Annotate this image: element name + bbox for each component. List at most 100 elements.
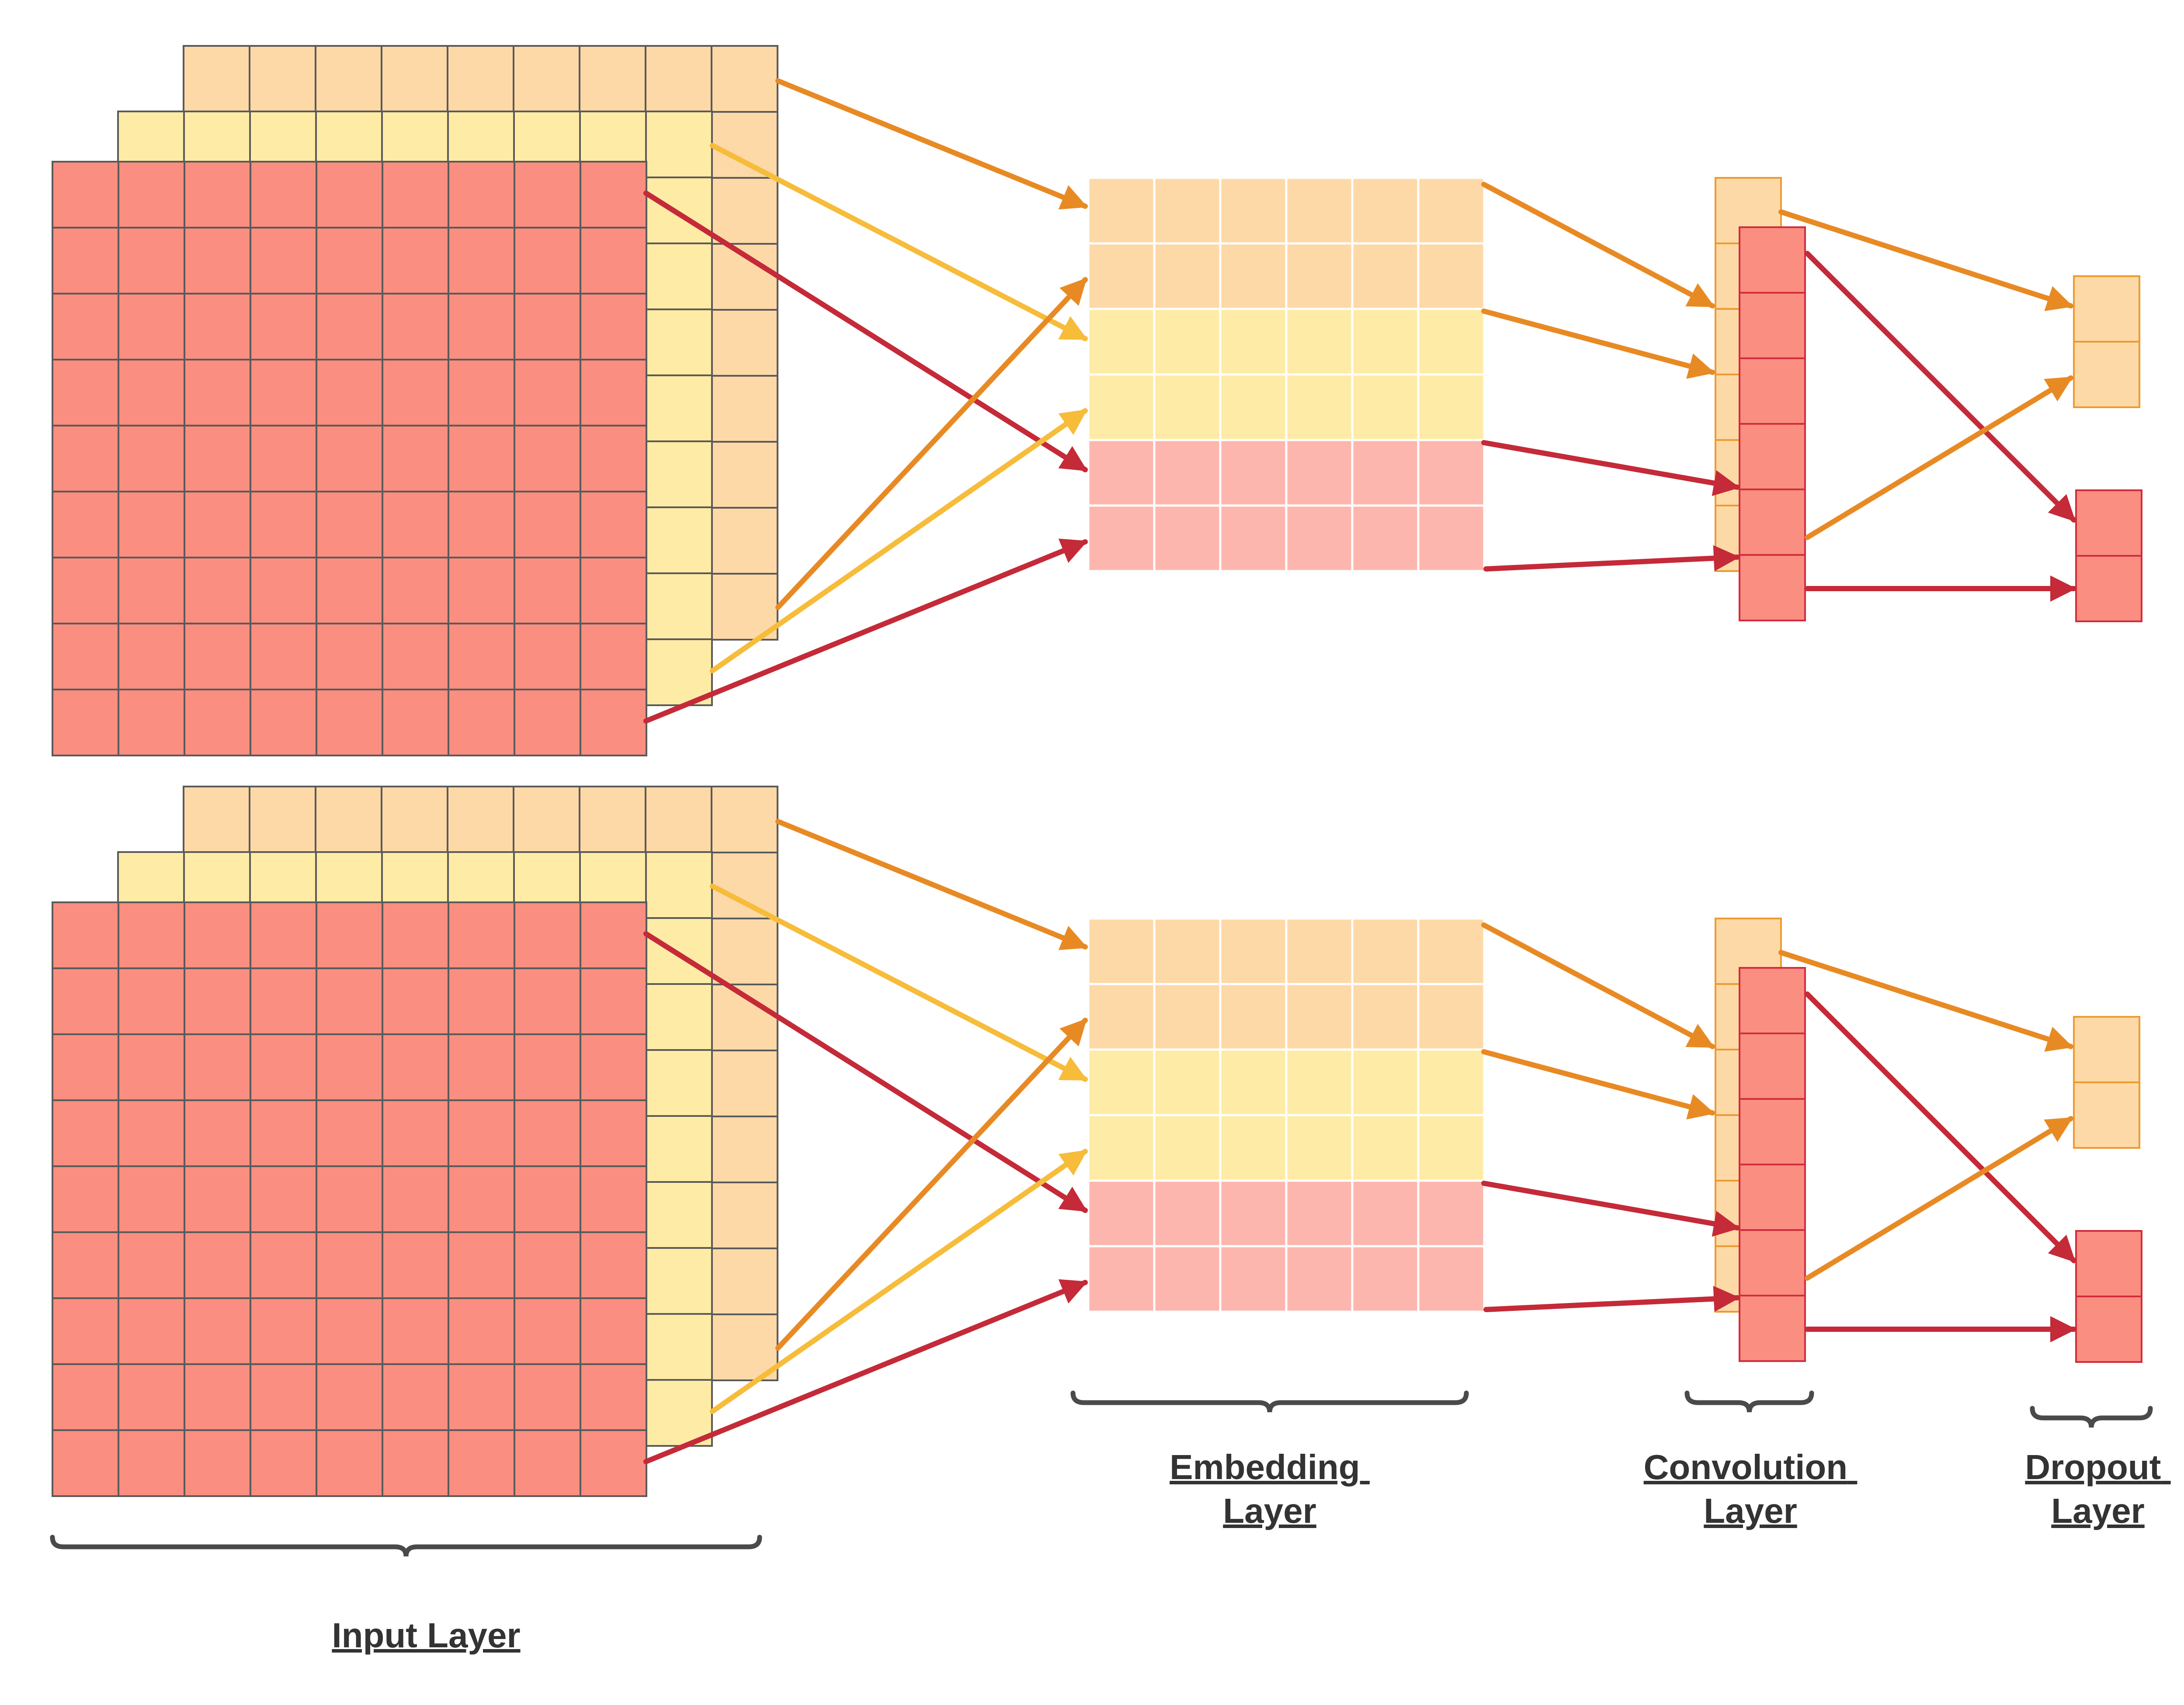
input-channel-red-cell (118, 359, 185, 426)
input-channel-red-cell (316, 623, 383, 690)
arrow-convolution-to-dropout (1805, 251, 2076, 523)
embedding-cell (1285, 917, 1354, 985)
input-channel-red-cell (118, 901, 185, 969)
embedding-cell (1351, 373, 1420, 441)
input-channel-yellow-cell (645, 243, 713, 310)
input-channel-red-cell (448, 1165, 515, 1233)
arrow-input-to-embedding (775, 1018, 1088, 1351)
input-channel-red-cell (448, 689, 515, 756)
embedding-cell (1351, 983, 1420, 1051)
input-channel-red-cell (448, 967, 515, 1035)
input-channel-red-cell (580, 491, 647, 558)
input-channel-red-cell (514, 227, 581, 295)
input-channel-yellow-cell (645, 1181, 713, 1249)
input-channel-red-cell (514, 425, 581, 492)
embedding-cell (1219, 242, 1288, 310)
input-channel-red-cell (184, 1429, 251, 1497)
input-channel-red-cell (316, 1429, 383, 1497)
input-channel-orange-cell (447, 45, 514, 113)
embedding-cell (1219, 1179, 1288, 1248)
input-channel-red-cell (184, 1231, 251, 1299)
input-channel-orange-cell (183, 45, 250, 113)
input-channel-red-cell (250, 293, 317, 360)
convolution-column-front-cell (1739, 489, 1806, 556)
input-channel-red-cell (52, 901, 119, 969)
input-channel-red-cell (52, 1231, 119, 1299)
embedding-cell (1285, 1179, 1354, 1248)
input-channel-red-cell (184, 359, 251, 426)
input-channel-red-cell (382, 901, 449, 969)
convolution-column-front-cell (1739, 423, 1806, 490)
input-channel-red-cell (382, 1099, 449, 1167)
dropout-column-orange-cell (2073, 1081, 2140, 1149)
arrow-convolution-to-dropout (1778, 950, 2073, 1052)
input-channel-red-cell (250, 425, 317, 492)
input-channel-orange-cell (447, 786, 514, 853)
embedding-cell (1219, 1114, 1288, 1182)
embedding-cell (1417, 373, 1486, 441)
input-channel-red-cell (118, 689, 185, 756)
convolution-column-front (1739, 226, 1806, 621)
input-channel-orange-cell (711, 507, 778, 575)
input-channel-red-cell (184, 293, 251, 360)
arrow-input-to-embedding (710, 884, 1088, 1082)
convolution-column-front-cell (1739, 1164, 1806, 1231)
convolution-column-front-cell (1739, 1229, 1806, 1296)
convolution-layer-label: Convolution Layer (1644, 1448, 1858, 1530)
input-channel-red-cell (250, 967, 317, 1035)
input-channel-red-cell (580, 1231, 647, 1299)
input-channel-red-cell (316, 359, 383, 426)
input-channel-red-cell (52, 1033, 119, 1101)
embedding-cell (1153, 1179, 1222, 1248)
embedding-cell (1285, 1114, 1354, 1182)
embedding-cell (1285, 439, 1354, 507)
input-channel-red-cell (52, 293, 119, 360)
embedding-cell (1087, 308, 1156, 376)
embedding-cell (1285, 177, 1354, 245)
input-channel-red-cell (448, 1297, 515, 1365)
input-channel-orange-cell (315, 786, 382, 853)
input-channel-red-cell (580, 1363, 647, 1431)
embedding-cell (1153, 983, 1222, 1051)
input-channel-red-cell (52, 1363, 119, 1431)
embedding-cell (1285, 373, 1354, 441)
input-channel-red-cell (250, 1099, 317, 1167)
input-channel-red-cell (250, 161, 317, 229)
input-channel-red-cell (382, 425, 449, 492)
dropout-column-red-cell (2075, 555, 2142, 622)
input-channel-red-cell (448, 227, 515, 295)
input-channel-red-cell (580, 227, 647, 295)
embedding-cell (1285, 1245, 1354, 1313)
input-layer-label: Input Layer (332, 1616, 520, 1655)
input-channel-red-cell (514, 1165, 581, 1233)
embedding-cell (1351, 308, 1420, 376)
input-channel-red-cell (514, 1231, 581, 1299)
input-channel-yellow-cell (645, 111, 713, 178)
input-channel-red-cell (448, 359, 515, 426)
input-channel-red-cell (52, 557, 119, 624)
input-channel-red-cell (316, 491, 383, 558)
input-channel-red-cell (52, 1099, 119, 1167)
input-channel-orange-cell (711, 1116, 778, 1183)
input-channel-yellow-cell (645, 1049, 713, 1117)
embedding-cell (1153, 373, 1222, 441)
input-channel-yellow-cell (645, 1115, 713, 1183)
arrow-embedding-to-convolution (1481, 440, 1740, 496)
input-channel-red-cell (382, 557, 449, 624)
convolution-column-front-cell (1739, 1098, 1806, 1165)
embedding-cell (1417, 242, 1486, 310)
input-channel-red-cell (448, 425, 515, 492)
input-channel-yellow-cell (645, 1313, 713, 1381)
arrow-embedding-to-convolution (1481, 182, 1715, 308)
input-channel-red-cell (250, 227, 317, 295)
input-channel-red-cell (118, 557, 185, 624)
dropout-column-orange (2073, 275, 2140, 408)
embedding-cell (1153, 308, 1222, 376)
input-channel-yellow-cell (645, 983, 713, 1051)
embedding-grid (1087, 177, 1486, 572)
dropout-column-orange-cell (2073, 341, 2140, 408)
input-channel-orange-cell (711, 111, 778, 179)
input-channel-red-cell (184, 1099, 251, 1167)
input-channel-yellow-cell (645, 1247, 713, 1315)
input-channel-red-cell (580, 623, 647, 690)
